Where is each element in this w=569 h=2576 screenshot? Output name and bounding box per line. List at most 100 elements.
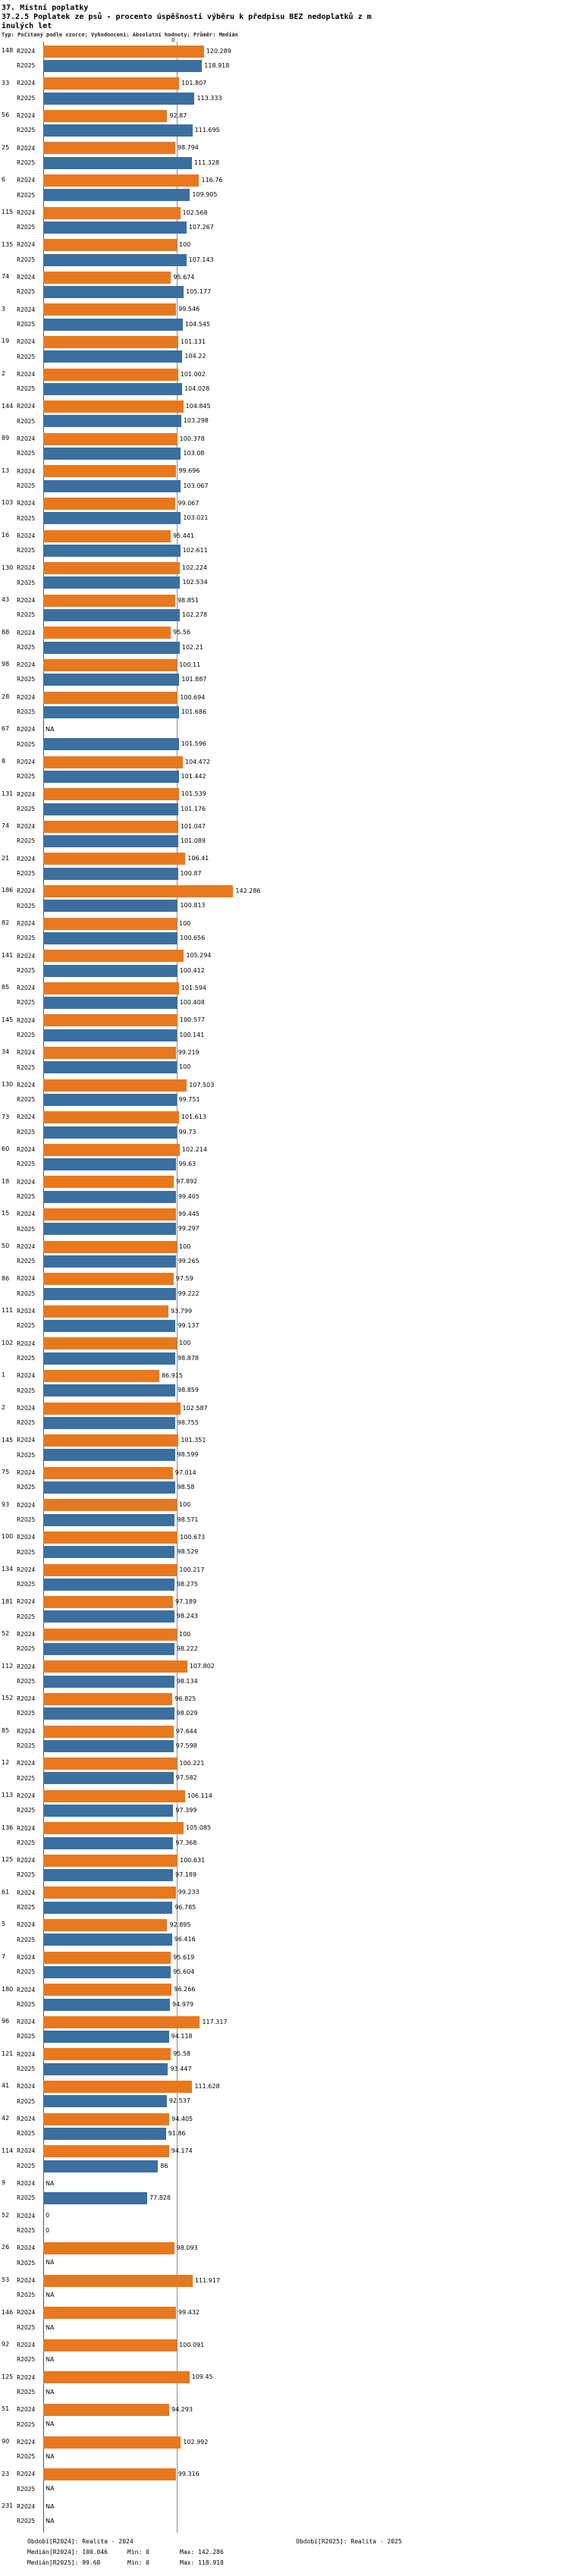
series-tick-label: R2024 — [17, 564, 36, 572]
reference-line-100 — [177, 42, 178, 2533]
bar-r2025 — [43, 2160, 159, 2172]
bar-value-label: 95.58 — [173, 2050, 191, 2058]
series-tick-label: R2025 — [17, 547, 36, 554]
bar-value-label: 101.131 — [180, 338, 206, 345]
series-tick-label: R2025 — [17, 1322, 36, 1330]
series-tick-label: R2025 — [17, 708, 36, 716]
bar-line: R2025 97.598 — [0, 1739, 569, 1753]
bar-line: R2024 101.594 — [0, 981, 569, 995]
bar-line: R2025 92.537 — [0, 2094, 569, 2109]
series-tick-label: R2024 — [17, 985, 36, 992]
bar-r2024 — [43, 1919, 168, 1932]
bar-value-label: 102.214 — [181, 1145, 207, 1153]
bar-line: R2024 100 — [0, 1627, 569, 1641]
series-tick-label: R2024 — [17, 952, 36, 960]
bar-r2025 — [43, 2095, 167, 2108]
bar-value-label: 91.86 — [168, 2129, 186, 2137]
bar-value-label: 100.378 — [179, 435, 205, 442]
chart-row: 1 R2024 86.915 R2025 98.859 — [0, 1368, 569, 1398]
row-id-label: 145 — [2, 1436, 14, 1444]
chart-row: 53 R2024 111.917 R2025 NA — [0, 2273, 569, 2303]
bar-line: R2025 91.86 — [0, 2126, 569, 2141]
bar-line: R2024 94.174 — [0, 2144, 569, 2159]
period-r2025-label: Období[R2025]: Realita - 2025 — [296, 2538, 402, 2545]
bar-line: R2025 101.442 — [0, 769, 569, 784]
bar-r2025 — [43, 1287, 176, 1300]
bar-r2025 — [43, 771, 179, 783]
bar-r2024 — [43, 658, 178, 671]
bar-r2025 — [43, 1061, 177, 1074]
bar-value-label: NA — [46, 2452, 55, 2460]
bar-value-label: 98.571 — [177, 1516, 199, 1523]
series-tick-label: R2024 — [17, 629, 36, 636]
bar-value-label: 98.755 — [177, 1418, 199, 1426]
bar-r2024 — [43, 2113, 170, 2125]
bar-line: R2024 106.41 — [0, 852, 569, 866]
bar-r2025 — [43, 1901, 173, 1914]
report-subtitle-line2: inulých let — [2, 22, 52, 30]
series-tick-label: R2025 — [17, 2518, 36, 2525]
series-tick-label: R2024 — [17, 2147, 36, 2155]
series-tick-label: R2024 — [17, 919, 36, 927]
period-r2024-label: Období[R2024]: Realita - 2024 — [27, 2538, 134, 2545]
bar-value-label: 103.298 — [183, 417, 209, 425]
series-tick-label: R2024 — [17, 1986, 36, 1993]
row-id-label: 9 — [2, 2179, 6, 2187]
chart-row: 74 R2024 101.047 R2025 101.089 — [0, 819, 569, 849]
bar-r2025 — [43, 1805, 174, 1817]
median-r2025-label: Medián[R2025]: 99.68 — [27, 2559, 101, 2566]
bar-line: R2024 95.674 — [0, 270, 569, 284]
bar-r2025 — [43, 738, 179, 751]
bar-line: R2024 99.316 — [0, 2468, 569, 2482]
chart-row: 6 R2024 116.76 R2025 109.905 — [0, 173, 569, 203]
series-tick-label: R2024 — [17, 1824, 36, 1832]
series-tick-label: R2024 — [17, 1663, 36, 1670]
bar-line: R2025 103.298 — [0, 414, 569, 429]
row-id-label: 5 — [2, 1921, 6, 1928]
bar-r2024 — [43, 271, 171, 284]
bar-line: R2025 100.141 — [0, 1028, 569, 1042]
bar-r2024 — [43, 432, 178, 445]
row-id-label: 2 — [2, 369, 6, 377]
bar-line: R2024 100.631 — [0, 1853, 569, 1868]
bar-value-label: 86 — [160, 2162, 168, 2169]
bar-line: R2025 109.905 — [0, 188, 569, 203]
chart-row: 85 R2024 101.594 R2025 100.408 — [0, 981, 569, 1010]
series-tick-label: R2024 — [17, 2276, 36, 2284]
series-tick-label: R2024 — [17, 1275, 36, 1283]
bar-value-label: 105.085 — [185, 1824, 212, 1832]
bar-line: R2025 102.611 — [0, 543, 569, 558]
series-tick-label: R2024 — [17, 338, 36, 346]
series-tick-label: R2025 — [17, 224, 36, 231]
bar-r2025 — [43, 253, 187, 266]
series-tick-label: R2024 — [17, 2471, 36, 2478]
chart-row: 136 R2024 105.085 R2025 97.368 — [0, 1821, 569, 1851]
bar-r2024 — [43, 1984, 172, 1996]
series-tick-label: R2025 — [17, 837, 36, 845]
bar-line: R2025 100 — [0, 1060, 569, 1075]
row-id-label: 16 — [2, 531, 10, 539]
bar-line: R2025 111.695 — [0, 123, 569, 137]
bar-line: R2025 93.447 — [0, 2062, 569, 2076]
bar-line: R2025 0 — [0, 2223, 569, 2238]
chart-row: 93 R2024 100 R2025 98.571 — [0, 1498, 569, 1528]
chart-row: 41 R2024 111.628 R2025 92.537 — [0, 2079, 569, 2109]
bar-r2024 — [43, 627, 171, 639]
series-tick-label: R2025 — [17, 2388, 36, 2395]
series-tick-label: R2024 — [17, 1566, 36, 1573]
bar-r2024 — [43, 1079, 187, 1092]
bar-line: R2024 102.992 — [0, 2435, 569, 2449]
bar-value-label: NA — [46, 2388, 55, 2395]
bar-value-label: 98.794 — [177, 144, 199, 152]
bar-line: R2024 95.58 — [0, 2047, 569, 2062]
bar-r2025 — [43, 1643, 174, 1656]
bar-r2024 — [43, 1369, 159, 1382]
bar-line: R2024 NA — [0, 2176, 569, 2191]
bar-line: R2025 97.399 — [0, 1803, 569, 1817]
series-tick-label: R2025 — [17, 2226, 36, 2234]
bar-value-label: 99.219 — [178, 1049, 200, 1057]
bar-value-label: 92.537 — [168, 2097, 190, 2105]
series-tick-label: R2024 — [17, 726, 36, 734]
bar-r2024 — [43, 1434, 179, 1447]
report-title: 37. Místní poplatky — [2, 4, 89, 12]
